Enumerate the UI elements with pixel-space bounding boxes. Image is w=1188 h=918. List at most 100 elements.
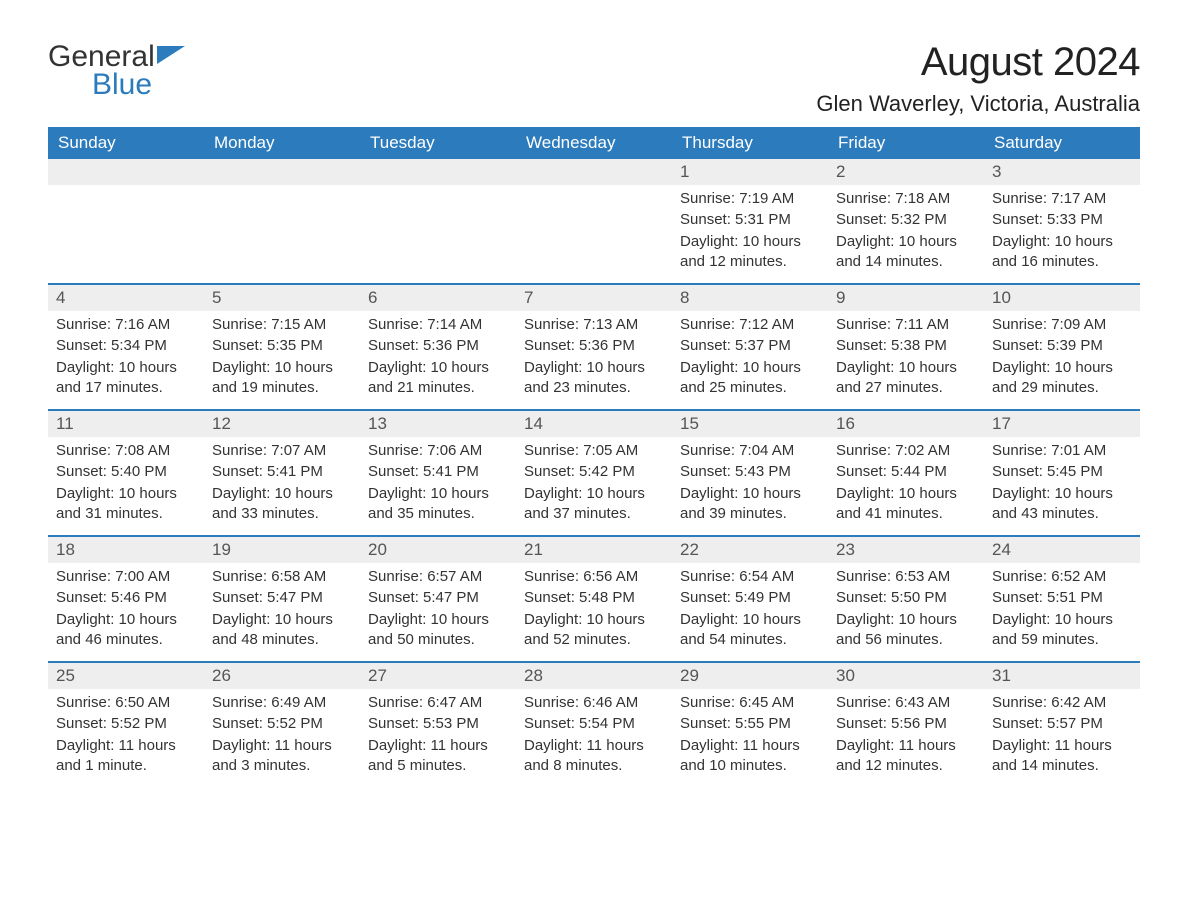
day-body: Sunrise: 6:47 AMSunset: 5:53 PMDaylight:… <box>360 689 516 787</box>
sunrise-text: Sunrise: 6:56 AM <box>524 567 664 587</box>
sunset-text: Sunset: 5:53 PM <box>368 714 508 734</box>
day-body: Sunrise: 6:49 AMSunset: 5:52 PMDaylight:… <box>204 689 360 787</box>
day-body: Sunrise: 7:15 AMSunset: 5:35 PMDaylight:… <box>204 311 360 409</box>
sunrise-text: Sunrise: 6:45 AM <box>680 693 820 713</box>
day-body: Sunrise: 7:19 AMSunset: 5:31 PMDaylight:… <box>672 185 828 283</box>
day-body: Sunrise: 7:18 AMSunset: 5:32 PMDaylight:… <box>828 185 984 283</box>
daylight-text: Daylight: 10 hours and 33 minutes. <box>212 484 352 525</box>
day-cell: 7Sunrise: 7:13 AMSunset: 5:36 PMDaylight… <box>516 285 672 409</box>
daylight-text: Daylight: 10 hours and 29 minutes. <box>992 358 1132 399</box>
sunset-text: Sunset: 5:49 PM <box>680 588 820 608</box>
sunset-text: Sunset: 5:56 PM <box>836 714 976 734</box>
sunrise-text: Sunrise: 7:02 AM <box>836 441 976 461</box>
day-cell: 27Sunrise: 6:47 AMSunset: 5:53 PMDayligh… <box>360 663 516 787</box>
day-body: Sunrise: 7:02 AMSunset: 5:44 PMDaylight:… <box>828 437 984 535</box>
day-body: Sunrise: 7:12 AMSunset: 5:37 PMDaylight:… <box>672 311 828 409</box>
sunset-text: Sunset: 5:47 PM <box>212 588 352 608</box>
day-number: 15 <box>672 411 828 437</box>
sunrise-text: Sunrise: 6:42 AM <box>992 693 1132 713</box>
weekday-cell: Thursday <box>672 127 828 159</box>
daylight-text: Daylight: 10 hours and 21 minutes. <box>368 358 508 399</box>
sunset-text: Sunset: 5:52 PM <box>212 714 352 734</box>
page-header: General Blue August 2024 Glen Waverley, … <box>48 40 1140 117</box>
sunset-text: Sunset: 5:38 PM <box>836 336 976 356</box>
day-body: Sunrise: 6:50 AMSunset: 5:52 PMDaylight:… <box>48 689 204 787</box>
sunset-text: Sunset: 5:39 PM <box>992 336 1132 356</box>
daylight-text: Daylight: 10 hours and 52 minutes. <box>524 610 664 651</box>
day-cell: 6Sunrise: 7:14 AMSunset: 5:36 PMDaylight… <box>360 285 516 409</box>
sunset-text: Sunset: 5:44 PM <box>836 462 976 482</box>
sunset-text: Sunset: 5:55 PM <box>680 714 820 734</box>
day-cell: 15Sunrise: 7:04 AMSunset: 5:43 PMDayligh… <box>672 411 828 535</box>
location: Glen Waverley, Victoria, Australia <box>816 91 1140 117</box>
day-number: 6 <box>360 285 516 311</box>
day-body: Sunrise: 7:00 AMSunset: 5:46 PMDaylight:… <box>48 563 204 661</box>
sunrise-text: Sunrise: 7:08 AM <box>56 441 196 461</box>
weekday-cell: Friday <box>828 127 984 159</box>
daylight-text: Daylight: 10 hours and 50 minutes. <box>368 610 508 651</box>
day-cell <box>360 159 516 283</box>
sunset-text: Sunset: 5:34 PM <box>56 336 196 356</box>
day-number: 1 <box>672 159 828 185</box>
day-cell: 17Sunrise: 7:01 AMSunset: 5:45 PMDayligh… <box>984 411 1140 535</box>
day-body: Sunrise: 6:54 AMSunset: 5:49 PMDaylight:… <box>672 563 828 661</box>
day-number: 7 <box>516 285 672 311</box>
daylight-text: Daylight: 10 hours and 16 minutes. <box>992 232 1132 273</box>
weekday-header-row: SundayMondayTuesdayWednesdayThursdayFrid… <box>48 127 1140 159</box>
day-body: Sunrise: 7:13 AMSunset: 5:36 PMDaylight:… <box>516 311 672 409</box>
sunset-text: Sunset: 5:57 PM <box>992 714 1132 734</box>
day-body: Sunrise: 6:52 AMSunset: 5:51 PMDaylight:… <box>984 563 1140 661</box>
sunset-text: Sunset: 5:33 PM <box>992 210 1132 230</box>
day-number: 10 <box>984 285 1140 311</box>
daylight-text: Daylight: 11 hours and 12 minutes. <box>836 736 976 777</box>
day-number: 24 <box>984 537 1140 563</box>
day-number: 18 <box>48 537 204 563</box>
day-body: Sunrise: 6:43 AMSunset: 5:56 PMDaylight:… <box>828 689 984 787</box>
day-number: 9 <box>828 285 984 311</box>
sunrise-text: Sunrise: 6:49 AM <box>212 693 352 713</box>
sunrise-text: Sunrise: 6:43 AM <box>836 693 976 713</box>
day-cell: 1Sunrise: 7:19 AMSunset: 5:31 PMDaylight… <box>672 159 828 283</box>
daylight-text: Daylight: 10 hours and 56 minutes. <box>836 610 976 651</box>
logo: General Blue <box>48 40 191 102</box>
day-number <box>48 159 204 185</box>
day-body: Sunrise: 7:04 AMSunset: 5:43 PMDaylight:… <box>672 437 828 535</box>
sunrise-text: Sunrise: 6:54 AM <box>680 567 820 587</box>
weekday-cell: Wednesday <box>516 127 672 159</box>
day-number: 27 <box>360 663 516 689</box>
daylight-text: Daylight: 10 hours and 41 minutes. <box>836 484 976 525</box>
sunset-text: Sunset: 5:35 PM <box>212 336 352 356</box>
week-row: 25Sunrise: 6:50 AMSunset: 5:52 PMDayligh… <box>48 661 1140 787</box>
daylight-text: Daylight: 10 hours and 43 minutes. <box>992 484 1132 525</box>
day-number: 4 <box>48 285 204 311</box>
day-number: 31 <box>984 663 1140 689</box>
sunrise-text: Sunrise: 7:05 AM <box>524 441 664 461</box>
sunset-text: Sunset: 5:42 PM <box>524 462 664 482</box>
day-body: Sunrise: 7:06 AMSunset: 5:41 PMDaylight:… <box>360 437 516 535</box>
day-cell: 28Sunrise: 6:46 AMSunset: 5:54 PMDayligh… <box>516 663 672 787</box>
sunrise-text: Sunrise: 7:13 AM <box>524 315 664 335</box>
weeks-container: 1Sunrise: 7:19 AMSunset: 5:31 PMDaylight… <box>48 159 1140 787</box>
daylight-text: Daylight: 11 hours and 8 minutes. <box>524 736 664 777</box>
day-body: Sunrise: 7:16 AMSunset: 5:34 PMDaylight:… <box>48 311 204 409</box>
day-cell <box>204 159 360 283</box>
day-body: Sunrise: 6:57 AMSunset: 5:47 PMDaylight:… <box>360 563 516 661</box>
day-cell: 25Sunrise: 6:50 AMSunset: 5:52 PMDayligh… <box>48 663 204 787</box>
sunset-text: Sunset: 5:31 PM <box>680 210 820 230</box>
sunrise-text: Sunrise: 7:15 AM <box>212 315 352 335</box>
sunset-text: Sunset: 5:45 PM <box>992 462 1132 482</box>
sunrise-text: Sunrise: 6:53 AM <box>836 567 976 587</box>
day-body: Sunrise: 6:45 AMSunset: 5:55 PMDaylight:… <box>672 689 828 787</box>
day-number: 2 <box>828 159 984 185</box>
sunrise-text: Sunrise: 6:46 AM <box>524 693 664 713</box>
day-cell: 8Sunrise: 7:12 AMSunset: 5:37 PMDaylight… <box>672 285 828 409</box>
sunset-text: Sunset: 5:51 PM <box>992 588 1132 608</box>
day-cell: 22Sunrise: 6:54 AMSunset: 5:49 PMDayligh… <box>672 537 828 661</box>
sunrise-text: Sunrise: 7:12 AM <box>680 315 820 335</box>
day-number <box>360 159 516 185</box>
sunset-text: Sunset: 5:41 PM <box>212 462 352 482</box>
sunset-text: Sunset: 5:50 PM <box>836 588 976 608</box>
sunset-text: Sunset: 5:37 PM <box>680 336 820 356</box>
daylight-text: Daylight: 11 hours and 14 minutes. <box>992 736 1132 777</box>
daylight-text: Daylight: 10 hours and 54 minutes. <box>680 610 820 651</box>
